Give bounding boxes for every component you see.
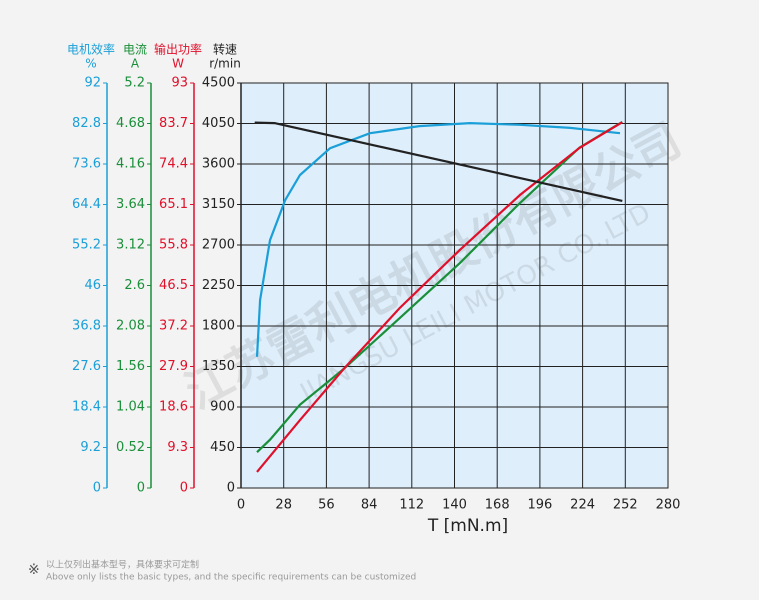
y-axis-title: 电机效率 [67,42,115,57]
y-tick-label: 83.7 [159,116,188,131]
y-tick-label: 0 [180,481,188,496]
y-tick-label: 46 [84,278,101,293]
x-tick-label: 224 [570,498,595,513]
x-tick-label: 196 [527,498,552,513]
y-tick-label: 55.2 [72,238,101,253]
y-tick-label: 27.6 [72,359,101,374]
x-tick-label: 56 [318,498,335,513]
footnote-en: Above only lists the basic types, and th… [46,573,416,583]
y-tick-label: 4.68 [116,116,145,131]
x-tick-label: 140 [442,498,467,513]
x-tick-label: 112 [399,498,424,513]
y-tick-label: 5.2 [124,76,145,91]
series-line [254,121,623,202]
y-tick-label: 900 [210,400,235,415]
y-tick-label: 82.8 [72,116,101,131]
y-tick-label: 4500 [202,76,235,91]
y-tick-label: 0 [93,481,101,496]
y-tick-label: 37.2 [159,319,188,334]
y-tick-label: 18.6 [159,400,188,415]
y-tick-label: 2.6 [124,278,145,293]
y-tick-label: 3.64 [116,197,145,212]
y-tick-label: 64.4 [72,197,101,212]
y-tick-label: 73.6 [72,157,101,172]
y-tick-label: 18.4 [72,400,101,415]
y-tick-label: 93 [171,76,188,91]
y-tick-label: 0 [137,481,145,496]
y-tick-label: 27.9 [159,359,188,374]
x-tick-label: 280 [656,498,681,513]
x-tick-label: 252 [613,498,638,513]
y-axis-title: 转速 [213,42,237,57]
x-tick-label: 0 [237,498,245,513]
footnote-zh: 以上仅列出基本型号，具体要求可定制 [46,559,199,571]
x-axis-title: T [mN.m] [427,516,508,536]
y-axis-title: 输出功率 [154,42,202,57]
y-tick-label: 55.8 [159,238,188,253]
y-tick-label: 2250 [202,278,235,293]
y-tick-label: 36.8 [72,319,101,334]
y-tick-label: 1350 [202,359,235,374]
y-tick-label: 1800 [202,319,235,334]
y-tick-label: 1.04 [116,400,145,415]
series-line [256,120,623,453]
y-tick-label: 9.3 [167,440,188,455]
x-tick-label: 28 [275,498,292,513]
y-tick-label: 4050 [202,116,235,131]
y-tick-label: 0.52 [116,440,145,455]
y-tick-label: 450 [210,440,235,455]
series-line [256,121,623,473]
x-tick-label: 84 [361,498,378,513]
y-tick-label: 2.08 [116,319,145,334]
y-tick-label: 65.1 [159,197,188,212]
x-tick-label: 168 [485,498,510,513]
y-tick-label: 0 [227,481,235,496]
y-tick-label: 3150 [202,197,235,212]
y-tick-label: 74.4 [159,157,188,172]
y-tick-label: 1.56 [116,359,145,374]
y-axis-unit: r/min [209,57,241,71]
y-tick-label: 92 [84,76,101,91]
y-tick-label: 4.16 [116,157,145,172]
y-tick-label: 2700 [202,238,235,253]
y-tick-label: 9.2 [80,440,101,455]
plot-border [240,82,669,489]
y-axis-title: 电流 [123,43,147,57]
footnote-mark: ※ [28,562,40,578]
y-axis-unit: A [131,57,140,71]
y-tick-label: 3600 [202,157,235,172]
y-tick-label: 3.12 [116,238,145,253]
y-tick-label: 46.5 [159,278,188,293]
y-axis-unit: % [85,57,96,71]
y-axis-unit: W [172,57,184,71]
